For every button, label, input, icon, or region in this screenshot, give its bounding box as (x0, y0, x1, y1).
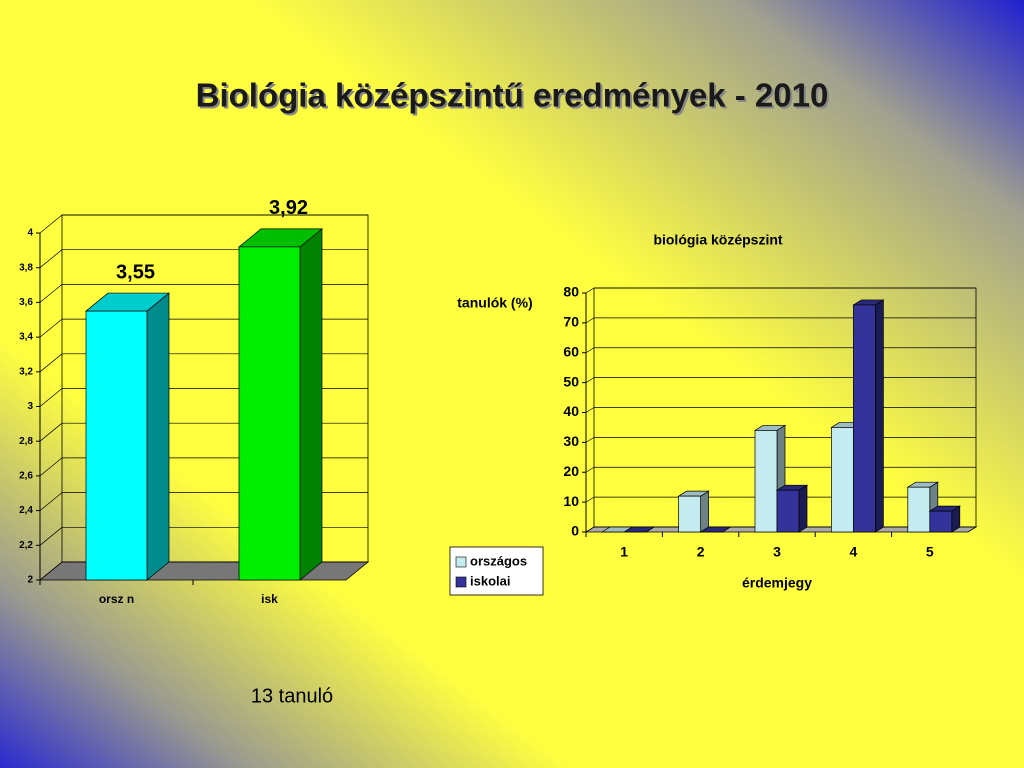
bar (776, 489, 800, 533)
grid-line-side (39, 284, 63, 303)
slide-title: Biológia középszintű eredmények - 2010 (196, 77, 829, 114)
y-tick-label: 3,6 (19, 297, 33, 308)
y-tick-label: 20 (563, 463, 579, 479)
y-tick-label: 2,6 (19, 471, 33, 482)
y-tick-label: 2,2 (19, 540, 33, 551)
y-axis-title: tanulók (%) (457, 295, 532, 311)
bar (85, 310, 148, 581)
grid-line-side (585, 317, 595, 324)
grid-line-side (39, 214, 63, 234)
grid-line-side (39, 527, 63, 546)
y-tick-label: 70 (563, 314, 579, 330)
y-tick-label: 3 (27, 401, 33, 412)
x-tick-label: isk (261, 592, 278, 606)
bar-top (699, 526, 732, 533)
value-label: 3,55 (116, 261, 155, 283)
grid-line-side (585, 347, 595, 354)
y-tick-label: 4 (27, 228, 33, 239)
note: 13 tanuló (251, 685, 333, 707)
y-tick-label: 3,8 (19, 262, 33, 273)
bar (853, 304, 876, 533)
value-label: 3,92 (269, 197, 308, 219)
y-tick-label: 10 (563, 493, 579, 509)
x-tick-label: 2 (697, 544, 705, 560)
grid-line-side (39, 492, 63, 511)
legend-swatch (455, 556, 467, 568)
grid-line-side (39, 249, 63, 268)
bar (831, 427, 854, 533)
bar-side (798, 484, 808, 533)
grid-line-side (585, 437, 595, 443)
bar-side (875, 299, 884, 533)
x-tick-label: 4 (850, 544, 858, 560)
legend-label: iskolai (470, 573, 510, 588)
grid-line-side (585, 496, 595, 503)
y-tick-label: 2,8 (19, 436, 33, 447)
bar-side (700, 490, 709, 533)
grid-line-side (585, 526, 595, 533)
grid-line-side (39, 422, 63, 442)
bar (754, 430, 778, 533)
x-tick-label: 5 (926, 544, 934, 560)
y-tick-label: 0 (571, 523, 579, 539)
x-axis-title: érdemjegy (742, 575, 812, 591)
legend-swatch (455, 576, 467, 588)
grid-line-side (39, 388, 63, 407)
y-tick-label: 50 (563, 373, 579, 389)
grid-line-side (39, 561, 63, 581)
y-tick-label: 40 (563, 403, 579, 419)
bar-side (146, 292, 170, 581)
x-tick-label: 3 (773, 544, 781, 560)
y-tick-label: 3,2 (19, 366, 33, 377)
y-tick-label: 80 (563, 284, 579, 300)
y-tick-label: 30 (563, 433, 579, 449)
bar (678, 495, 701, 533)
bar (929, 510, 953, 533)
x-tick-label: orsz n (99, 592, 134, 606)
grid-line-side (39, 457, 63, 477)
y-tick-label: 60 (563, 343, 579, 359)
bar-top (622, 526, 656, 533)
x-tick-label: 1 (620, 544, 628, 560)
grid-line-side (585, 377, 595, 383)
grid-line-side (585, 407, 595, 413)
bar-side (299, 228, 323, 581)
chart-title: biológia középszint (653, 232, 782, 248)
grid-line-side (39, 353, 63, 373)
bar (907, 486, 931, 533)
y-tick-label: 3,4 (19, 332, 33, 343)
grid-line-side (585, 287, 595, 294)
bar (238, 246, 301, 581)
y-tick-label: 2 (27, 575, 33, 586)
grid-line-side (585, 466, 595, 473)
grid-line-side (39, 318, 63, 338)
y-tick-label: 2,4 (19, 505, 33, 516)
legend-label: országos (470, 553, 527, 568)
title-shadow: Biológia középszintű eredmények - 2010 (198, 79, 831, 116)
